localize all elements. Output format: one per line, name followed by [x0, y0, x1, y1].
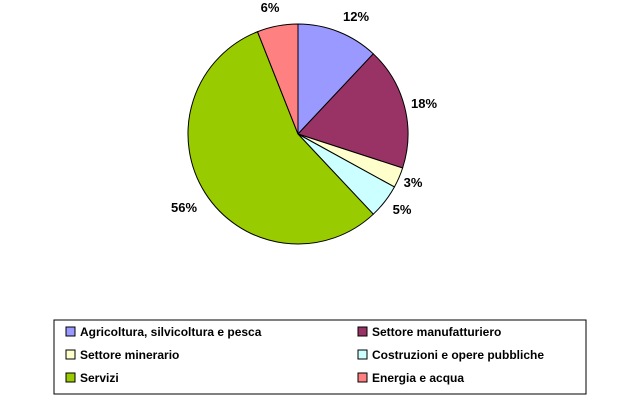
legend-swatch-servizi [65, 372, 76, 383]
legend-box [53, 319, 587, 395]
data-label-agricoltura-silvicoltura-e-pesca: 12% [343, 9, 369, 24]
pie-slice-servizi [187, 31, 375, 245]
data-label-costruzioni-e-opere-pubbliche: 5% [393, 202, 412, 217]
legend-swatch-energia-e-acqua [357, 372, 368, 383]
legend-entry-settore-minerario: Settore minerario [80, 348, 179, 362]
data-label-servizi: 56% [171, 200, 197, 215]
legend-entry-servizi: Servizi [80, 371, 119, 385]
data-label-energia-e-acqua: 6% [261, 0, 280, 15]
legend-entry-agricoltura-silvicoltura-e-pesca: Agricoltura, silvicoltura e pesca [80, 325, 262, 339]
pie-slice-energia-e-acqua [256, 23, 299, 135]
legend-swatch-costruzioni-e-opere-pubbliche [357, 349, 368, 360]
legend-entry-settore-manufatturiero: Settore manufatturiero [372, 325, 501, 339]
data-label-settore-minerario: 3% [404, 175, 423, 190]
pie-slice-settore-manufatturiero [297, 53, 409, 169]
pie-slices [187, 23, 409, 245]
pie-data-labels: 12% 18% 3% 5% 56% 6% [171, 0, 437, 217]
legend-entry-costruzioni-e-opere-pubbliche: Costruzioni e opere pubbliche [372, 348, 544, 362]
data-label-settore-manufatturiero: 18% [411, 96, 437, 111]
legend-swatch-agricoltura-silvicoltura-e-pesca [65, 326, 76, 337]
legend-entry-energia-e-acqua: Energia e acqua [372, 371, 464, 385]
legend-swatch-settore-minerario [65, 349, 76, 360]
pie-slice-agricoltura-silvicoltura-e-pesca [297, 23, 375, 136]
legend: Agricoltura, silvicoltura e pesca Settore… [53, 319, 587, 395]
legend-swatch-settore-manufatturiero [357, 326, 368, 337]
